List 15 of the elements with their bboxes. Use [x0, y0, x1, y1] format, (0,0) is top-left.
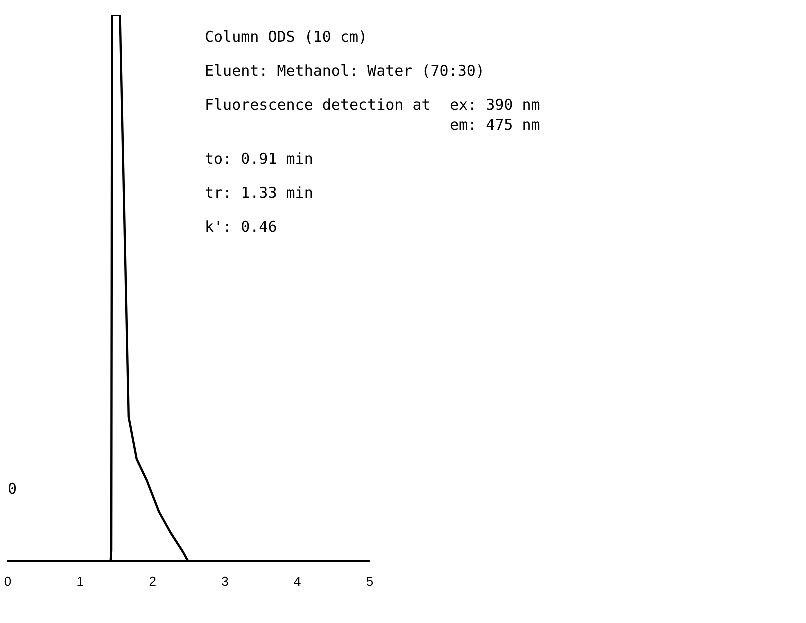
x-tick-label: 0	[4, 574, 12, 589]
annotation: Fluorescence detection at	[205, 96, 431, 114]
text: ex: 390 nm	[450, 96, 540, 114]
x-tick-label: 5	[366, 574, 374, 589]
x-tick-label: 1	[76, 574, 84, 589]
x-tick-label: 3	[222, 574, 229, 589]
annotation: 0	[8, 480, 18, 498]
x-tick-label: 4	[294, 574, 302, 589]
annotation: to: 0.91 min	[205, 150, 314, 168]
annotation: Eluent: Methanol: Water (70:30)	[205, 62, 485, 80]
annotation: k': 0.46	[205, 218, 278, 236]
annotation: Column ODS (10 cm)	[205, 28, 368, 46]
text: em: 475 nm	[450, 116, 540, 134]
annotation: tr: 1.33 min	[205, 184, 314, 202]
x-tick-label: 2	[149, 574, 156, 589]
